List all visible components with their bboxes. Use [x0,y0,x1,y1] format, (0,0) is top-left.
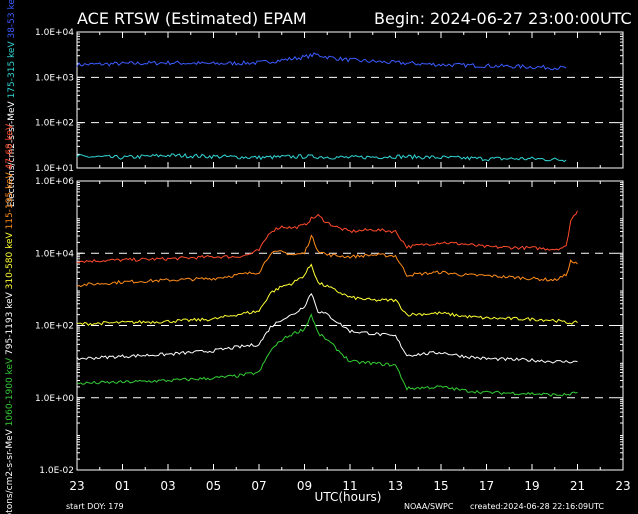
electrons-panel-frame [76,31,624,169]
electrons-y-label-part: Electrons/cm2-s-sr-MeV [7,100,17,207]
electrons-y-tick-label: 1.0E+03 [35,73,74,83]
series-line-795-1193-keV [76,293,578,364]
protons-y-label-part: 1060-1900 keV [5,357,15,429]
chart-begin-time: Begin: 2024-06-27 23:00:00UTC [374,9,632,28]
protons-y-tick-label: 1.0E-02 [39,466,74,476]
series-line-310-580-keV [76,263,578,327]
protons-y-tick-label: 1.0E+00 [35,394,74,404]
series-line-1060-1900-keV [76,313,578,397]
series-line-175-315-keV [76,153,567,163]
protons-y-label-part: 795-1193 keV [5,291,15,357]
protons-y-label-part: 47-68 keV [5,123,15,172]
footer-created: created:2024-06-28 22:16:09UTC [470,502,604,511]
electrons-y-tick-label: 1.0E+02 [35,119,74,129]
protons-y-axis-label: Protons/cm2-s-sr-MeV 1060-1900 keV 795-1… [5,123,15,514]
series-line-38-53-keV [76,52,567,71]
protons-y-label-part: 115-195 keV [5,172,15,233]
series-line-115-195-keV [76,234,578,288]
footer-start-doy: start DOY: 179 [66,502,124,511]
x-tick-label: 11 [342,479,357,493]
x-tick-label: 21 [570,479,585,493]
electrons-y-label-part: 38-53 keV [7,0,17,41]
x-tick-label: 15 [433,479,448,493]
electrons-y-tick-label: 1.0E+01 [35,164,74,174]
protons-y-tick-label: 1.0E+02 [35,322,74,332]
x-tick-label: 01 [115,479,130,493]
protons-y-tick-label: 1.0E+04 [35,249,74,259]
x-axis-label: UTC(hours) [315,490,382,504]
x-tick-label: 23 [615,479,630,493]
x-tick-label: 07 [251,479,266,493]
x-tick-label: 13 [388,479,403,493]
footer-source: NOAA/SWPC [404,502,454,511]
x-tick-label: 19 [524,479,539,493]
x-tick-label: 09 [297,479,312,493]
x-tick-label: 17 [479,479,494,493]
x-tick-label: 23 [69,479,84,493]
electrons-y-tick-label: 1.0E+04 [35,28,74,38]
series-line-47-68-keV [76,210,578,264]
panels-layer: 1.0E+01 1.0E+02 1.0E+03 1.0E+04 Electrons/cm… [5,0,631,514]
chart-title: ACE RTSW (Estimated) EPAM [77,9,307,28]
protons-y-label-part: 310-580 keV [5,231,15,292]
protons-y-label-part: Protons/cm2-s-sr-MeV [5,428,15,514]
x-tick-label: 05 [206,479,221,493]
electrons-y-label-part: 175-315 keV [7,41,17,102]
x-tick-label: 03 [160,479,175,493]
electrons-y-axis-label: Electrons/cm2-s-sr-MeV 175-315 keV 38-53… [7,0,17,207]
protons-y-tick-label: 1.0E+06 [35,177,74,187]
